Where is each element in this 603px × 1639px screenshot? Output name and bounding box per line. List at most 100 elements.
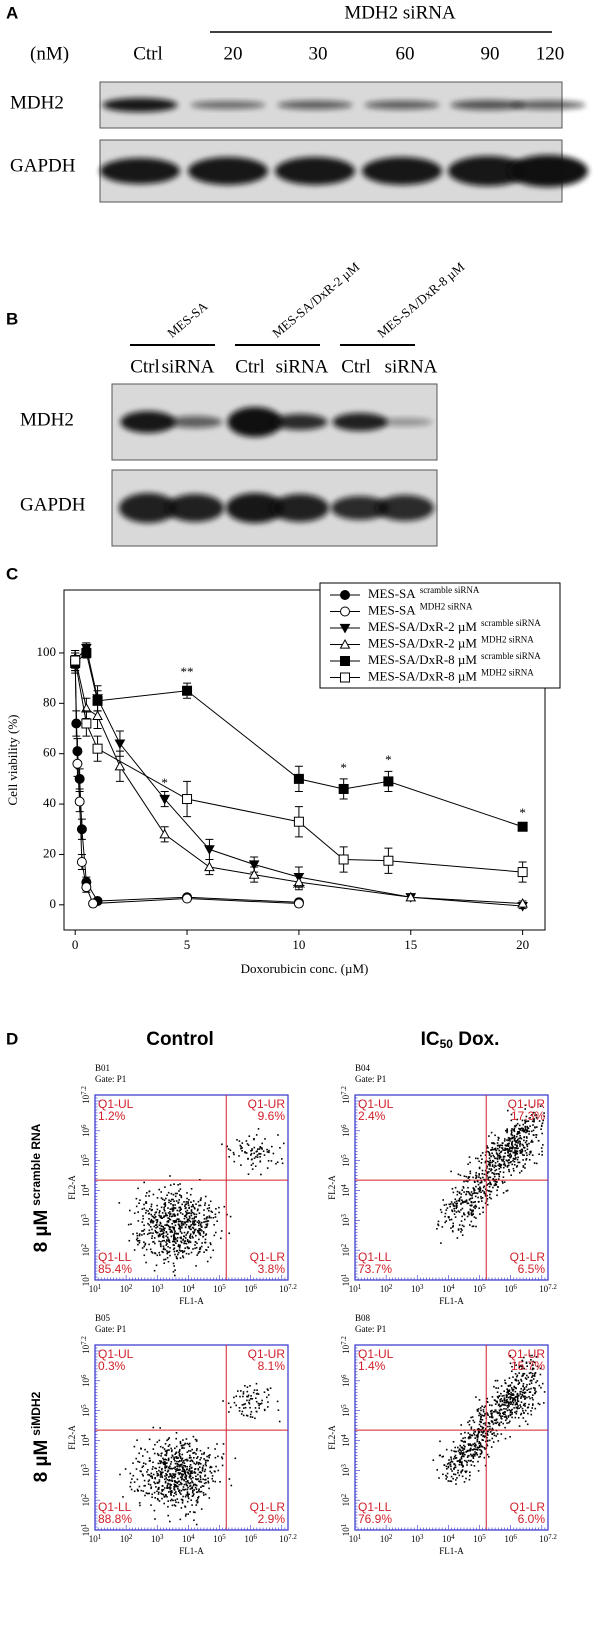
dot bbox=[155, 1212, 157, 1214]
dot bbox=[465, 1472, 467, 1474]
dot bbox=[500, 1421, 502, 1423]
dot bbox=[195, 1468, 197, 1470]
dot bbox=[130, 1473, 132, 1475]
dot bbox=[173, 1235, 175, 1237]
blot bbox=[112, 384, 437, 460]
dot bbox=[463, 1453, 465, 1455]
dot bbox=[165, 1215, 167, 1217]
dot bbox=[541, 1133, 543, 1135]
dot bbox=[482, 1197, 484, 1199]
dot bbox=[461, 1220, 463, 1222]
dot bbox=[207, 1261, 209, 1263]
dot bbox=[502, 1395, 504, 1397]
dot bbox=[184, 1506, 186, 1508]
dot bbox=[478, 1176, 480, 1178]
dot bbox=[143, 1225, 145, 1227]
dot bbox=[192, 1220, 194, 1222]
dot bbox=[498, 1405, 500, 1407]
dot bbox=[189, 1217, 191, 1219]
dot bbox=[200, 1477, 202, 1479]
dot bbox=[185, 1234, 187, 1236]
dot bbox=[482, 1207, 484, 1209]
dot bbox=[142, 1208, 144, 1210]
dot bbox=[450, 1468, 452, 1470]
quadrant-value: 3.8% bbox=[258, 1262, 286, 1276]
dot bbox=[496, 1195, 498, 1197]
dot bbox=[448, 1462, 450, 1464]
dot bbox=[233, 1154, 235, 1156]
dot bbox=[209, 1467, 211, 1469]
dot bbox=[205, 1494, 207, 1496]
dot bbox=[205, 1482, 207, 1484]
tick-exponent: 7.2 bbox=[288, 1283, 297, 1291]
dot bbox=[474, 1455, 476, 1457]
x-tick-label: 0 bbox=[72, 937, 79, 952]
dot bbox=[474, 1190, 476, 1192]
x-tick-label: 105 bbox=[473, 1533, 486, 1544]
legend-name: MES-SA/DxR-8 µM bbox=[368, 668, 477, 683]
tick-exponent: 2 bbox=[80, 1243, 88, 1247]
dot bbox=[173, 1222, 175, 1224]
dot bbox=[197, 1209, 199, 1211]
row-condition: siMDH2 bbox=[29, 1391, 43, 1435]
dot bbox=[515, 1373, 517, 1375]
dot bbox=[540, 1128, 542, 1130]
dot bbox=[501, 1433, 503, 1435]
dot bbox=[206, 1226, 208, 1228]
dot bbox=[499, 1145, 501, 1147]
dot bbox=[130, 1482, 132, 1484]
dot bbox=[480, 1191, 482, 1193]
dot bbox=[483, 1409, 485, 1411]
dot bbox=[494, 1419, 496, 1421]
dot bbox=[252, 1168, 254, 1170]
dot bbox=[218, 1207, 220, 1209]
dot bbox=[176, 1485, 178, 1487]
dot bbox=[196, 1488, 198, 1490]
tick-exponent: 5 bbox=[482, 1283, 486, 1291]
dot bbox=[173, 1263, 175, 1265]
dot bbox=[185, 1208, 187, 1210]
dot bbox=[481, 1439, 483, 1441]
dot bbox=[474, 1437, 476, 1439]
dot bbox=[464, 1175, 466, 1177]
dot bbox=[529, 1383, 531, 1385]
dot bbox=[498, 1165, 500, 1167]
dot bbox=[515, 1147, 517, 1149]
tick-exponent: 7.2 bbox=[80, 1086, 88, 1095]
dot bbox=[240, 1390, 242, 1392]
dot bbox=[261, 1400, 263, 1402]
group-label: MES-SA/DxR-8 µM bbox=[374, 259, 467, 341]
dot bbox=[175, 1207, 177, 1209]
dot bbox=[180, 1238, 182, 1240]
dot bbox=[475, 1196, 477, 1198]
blot-band bbox=[278, 101, 353, 110]
dot bbox=[149, 1190, 151, 1192]
dot bbox=[185, 1481, 187, 1483]
dot bbox=[167, 1515, 169, 1517]
dot bbox=[187, 1443, 189, 1445]
dot bbox=[521, 1127, 523, 1129]
dot bbox=[165, 1473, 167, 1475]
dot bbox=[172, 1231, 174, 1233]
y-tick-label: 102 bbox=[340, 1493, 351, 1506]
dot bbox=[191, 1252, 193, 1254]
dot bbox=[201, 1226, 203, 1228]
dot bbox=[239, 1140, 241, 1142]
dot bbox=[142, 1474, 144, 1476]
dot bbox=[489, 1158, 491, 1160]
dot bbox=[460, 1424, 462, 1426]
dot bbox=[494, 1409, 496, 1411]
dot bbox=[479, 1213, 481, 1215]
dot bbox=[153, 1221, 155, 1223]
data-point bbox=[183, 894, 192, 903]
row-label: GAPDH bbox=[20, 494, 86, 515]
dot bbox=[477, 1410, 479, 1412]
dot bbox=[178, 1502, 180, 1504]
dot bbox=[466, 1464, 468, 1466]
dot bbox=[168, 1487, 170, 1489]
dot bbox=[452, 1461, 454, 1463]
dot bbox=[489, 1168, 491, 1170]
dot bbox=[504, 1402, 506, 1404]
dot bbox=[251, 1164, 253, 1166]
dot bbox=[186, 1466, 188, 1468]
